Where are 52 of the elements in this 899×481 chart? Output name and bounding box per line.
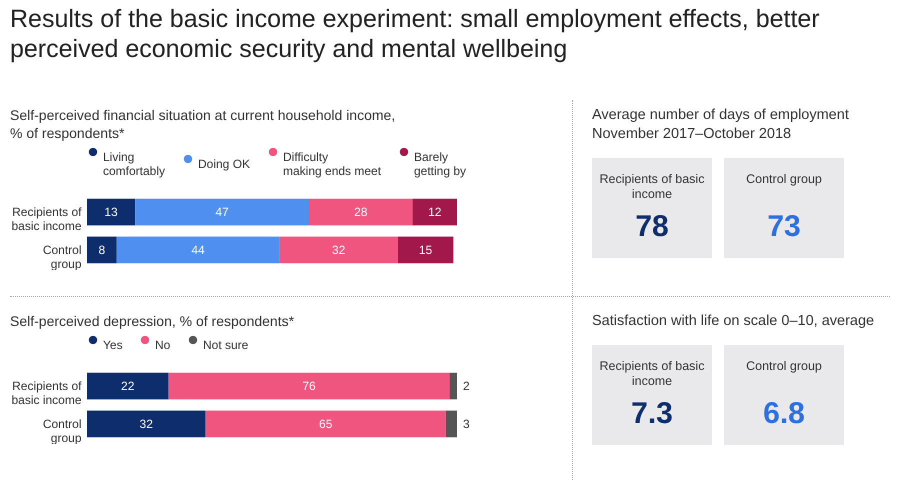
legend-label: Doing OK bbox=[198, 157, 250, 171]
bar bbox=[309, 198, 413, 226]
data-label: 65 bbox=[318, 416, 333, 431]
y-tick-label: Control group bbox=[42, 242, 82, 271]
bar bbox=[205, 410, 446, 438]
data-label: 32 bbox=[332, 242, 346, 257]
text: Recipients of basic income bbox=[598, 359, 706, 390]
data-label: 8 bbox=[98, 242, 106, 257]
data-label: 47 bbox=[215, 205, 230, 220]
bar bbox=[87, 410, 206, 438]
legend-label: Yes bbox=[103, 338, 123, 352]
legend-label: Barely getting by bbox=[414, 150, 466, 178]
y-tick-label: Recipients of basic income bbox=[11, 205, 82, 234]
bar bbox=[279, 236, 398, 264]
text: Results of the basic income experiment: small employment effects, better perceived economic security and mental wellbeing bbox=[10, 4, 821, 64]
legend-label: Living comfortably bbox=[103, 150, 166, 178]
data-label: 28 bbox=[354, 205, 368, 220]
bar bbox=[450, 372, 457, 400]
text: 73 bbox=[766, 210, 802, 244]
data-label: 2 bbox=[463, 379, 470, 394]
bar bbox=[87, 372, 168, 400]
bar bbox=[135, 198, 309, 226]
legend-label: Not sure bbox=[203, 338, 249, 352]
text: 78 bbox=[634, 210, 670, 244]
chart-title: Self-perceived depression, % of respondents* bbox=[10, 312, 296, 330]
text: Recipients of basic income bbox=[598, 172, 706, 203]
y-tick-label: Control group bbox=[42, 416, 82, 445]
text: Control group bbox=[745, 359, 823, 375]
text: Control group bbox=[745, 172, 823, 188]
y-tick-label: Recipients of basic income bbox=[11, 379, 82, 408]
text: 7.3 bbox=[630, 397, 674, 431]
bar bbox=[168, 372, 450, 400]
data-label: 44 bbox=[191, 242, 205, 257]
bar bbox=[87, 198, 136, 226]
bar bbox=[446, 410, 457, 438]
chart-title: Self-perceived financial situation at current household income, % of respondents* bbox=[10, 106, 396, 142]
data-label: 22 bbox=[121, 379, 135, 394]
data-label: 12 bbox=[428, 205, 442, 220]
text: Satisfaction with life on scale 0–10, average bbox=[592, 312, 876, 331]
data-label: 13 bbox=[104, 205, 118, 220]
bar bbox=[87, 236, 117, 264]
text: Average number of days of employment November 2017–October 2018 bbox=[592, 106, 850, 144]
bar bbox=[398, 236, 454, 264]
bar bbox=[412, 198, 457, 226]
data-label: 32 bbox=[140, 416, 154, 431]
data-label: 15 bbox=[418, 242, 433, 257]
bar bbox=[116, 236, 280, 264]
legend-label: No bbox=[155, 338, 171, 352]
text: 6.8 bbox=[762, 397, 806, 431]
legend-label: Difficulty making ends meet bbox=[283, 150, 382, 178]
data-label: 76 bbox=[302, 379, 316, 394]
data-label: 3 bbox=[463, 416, 470, 431]
